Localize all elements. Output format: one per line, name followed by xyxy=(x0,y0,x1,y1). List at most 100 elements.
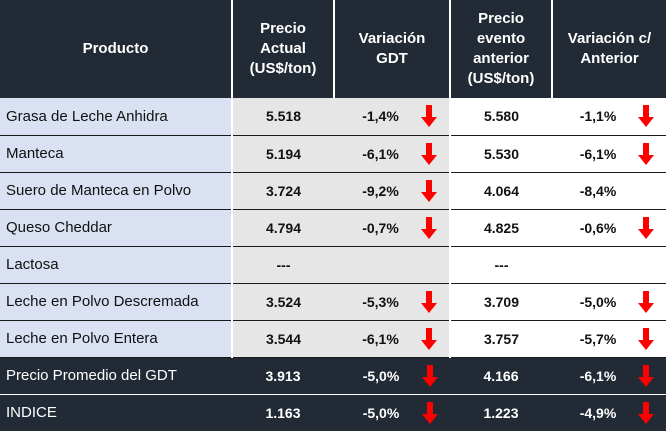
header-variation-prev-line2: Anterior xyxy=(580,50,639,67)
arrow-down-icon xyxy=(421,179,437,202)
variation-prev-value: -0,6% xyxy=(579,219,617,236)
arrow-down-icon xyxy=(638,290,654,313)
previous-price: 4.166 xyxy=(450,357,552,395)
product-name: Suero de Manteca en Polvo xyxy=(0,172,233,210)
variation-gdt: -5,0% xyxy=(334,357,450,395)
header-variation-gdt: Variación GDT xyxy=(334,0,451,98)
previous-price: 4.825 xyxy=(450,209,552,247)
variation-gdt: -5,0% xyxy=(334,394,450,432)
current-price: 1.163 xyxy=(232,394,334,432)
current-price: --- xyxy=(232,246,334,284)
variation-gdt: -0,7% xyxy=(334,209,451,247)
previous-price: --- xyxy=(450,246,552,284)
summary-row: Precio Promedio del GDT 3.913 -5,0% 4.166 -6… xyxy=(0,357,666,395)
variation-prev: -5,0% xyxy=(552,283,666,321)
arrow-down-icon xyxy=(421,105,437,128)
previous-price: 4.064 xyxy=(450,172,552,210)
variation-gdt-value: -5,3% xyxy=(362,293,399,310)
variation-prev-value: -1,1% xyxy=(579,108,617,125)
arrow-down-icon xyxy=(422,364,438,387)
header-previous-price-line1: Precio xyxy=(478,10,524,27)
table-row: Suero de Manteca en Polvo 3.724 -9,2% 4.064… xyxy=(0,172,666,210)
arrow-down-icon xyxy=(421,216,437,239)
variation-gdt xyxy=(334,246,451,284)
variation-prev xyxy=(552,246,666,284)
variation-gdt-value: -9,2% xyxy=(362,182,399,199)
table-header-row: Producto Precio Actual (US$/ton) Variaci… xyxy=(0,0,666,98)
variation-gdt-value: -5,0% xyxy=(362,404,400,421)
header-product-label: Producto xyxy=(82,40,149,57)
summary-row: INDICE 1.163 -5,0% 1.223 -4,9% xyxy=(0,394,666,432)
variation-prev-value: -6,1% xyxy=(579,367,617,384)
table-body: Grasa de Leche Anhidra 5.518 -1,4% 5.580 -1,… xyxy=(0,98,666,432)
variation-prev-value: -6,1% xyxy=(579,145,617,162)
variation-prev-value: -5,7% xyxy=(579,330,617,347)
header-current-price: Precio Actual (US$/ton) xyxy=(232,0,335,98)
current-price: 3.913 xyxy=(232,357,334,395)
arrow-down-icon xyxy=(638,364,654,387)
product-name: INDICE xyxy=(0,394,232,432)
product-name: Leche en Polvo Entera xyxy=(0,320,233,358)
variation-gdt: -9,2% xyxy=(334,172,451,210)
header-variation-prev: Variación c/ Anterior xyxy=(552,0,666,98)
arrow-down-icon xyxy=(422,401,438,424)
previous-price: 3.757 xyxy=(450,320,552,358)
variation-gdt: -5,3% xyxy=(334,283,451,321)
header-previous-price-line4: (US$/ton) xyxy=(467,70,535,87)
variation-prev-value: -4,9% xyxy=(579,404,617,421)
table-row: Leche en Polvo Descremada 3.524 -5,3% 3.709… xyxy=(0,283,666,321)
header-previous-price: Precio evento anterior (US$/ton) xyxy=(450,0,553,98)
table-row: Grasa de Leche Anhidra 5.518 -1,4% 5.580 -1,… xyxy=(0,98,666,136)
table-row: Lactosa --- --- xyxy=(0,246,666,284)
header-current-price-line2: Actual xyxy=(260,40,306,57)
variation-gdt: -1,4% xyxy=(334,98,451,136)
arrow-down-icon xyxy=(421,142,437,165)
arrow-down-icon xyxy=(638,327,654,350)
variation-prev: -8,4% xyxy=(552,172,666,210)
product-name: Grasa de Leche Anhidra xyxy=(0,98,233,136)
header-current-price-line3: (US$/ton) xyxy=(249,60,317,77)
previous-price: 5.530 xyxy=(450,135,552,173)
current-price: 3.524 xyxy=(232,283,334,321)
product-name: Precio Promedio del GDT xyxy=(0,357,232,395)
current-price: 3.724 xyxy=(232,172,334,210)
arrow-down-icon xyxy=(638,401,654,424)
arrow-down-icon xyxy=(638,142,654,165)
previous-price: 1.223 xyxy=(450,394,552,432)
header-variation-gdt-line1: Variación xyxy=(358,30,426,47)
variation-gdt-value: -5,0% xyxy=(362,367,400,384)
product-name: Manteca xyxy=(0,135,233,173)
variation-prev: -1,1% xyxy=(552,98,666,136)
variation-gdt-value: -0,7% xyxy=(362,219,399,236)
variation-prev: -0,6% xyxy=(552,209,666,247)
header-variation-prev-line1: Variación c/ xyxy=(567,30,652,47)
variation-prev-value: -8,4% xyxy=(579,182,617,199)
header-previous-price-line3: anterior xyxy=(473,50,529,67)
variation-gdt-value: -1,4% xyxy=(362,108,399,125)
table-row: Manteca 5.194 -6,1% 5.530 -6,1% xyxy=(0,135,666,173)
arrow-down-icon xyxy=(421,290,437,313)
current-price: 4.794 xyxy=(232,209,334,247)
variation-prev: -6,1% xyxy=(552,135,666,173)
variation-prev: -4,9% xyxy=(552,394,666,432)
variation-prev: -5,7% xyxy=(552,320,666,358)
variation-gdt-value: -6,1% xyxy=(362,145,399,162)
arrow-down-icon xyxy=(421,327,437,350)
header-product: Producto xyxy=(0,0,233,98)
arrow-down-icon xyxy=(638,216,654,239)
previous-price: 5.580 xyxy=(450,98,552,136)
current-price: 5.194 xyxy=(232,135,334,173)
header-current-price-line1: Precio xyxy=(260,20,306,37)
variation-gdt: -6,1% xyxy=(334,135,451,173)
variation-gdt: -6,1% xyxy=(334,320,451,358)
product-name: Lactosa xyxy=(0,246,233,284)
current-price: 3.544 xyxy=(232,320,334,358)
header-previous-price-line2: evento xyxy=(476,30,526,47)
current-price: 5.518 xyxy=(232,98,334,136)
table-row: Leche en Polvo Entera 3.544 -6,1% 3.757 -5,7… xyxy=(0,320,666,358)
arrow-down-icon xyxy=(638,105,654,128)
previous-price: 3.709 xyxy=(450,283,552,321)
table-row: Queso Cheddar 4.794 -0,7% 4.825 -0,6% xyxy=(0,209,666,247)
variation-prev-value: -5,0% xyxy=(579,293,617,310)
